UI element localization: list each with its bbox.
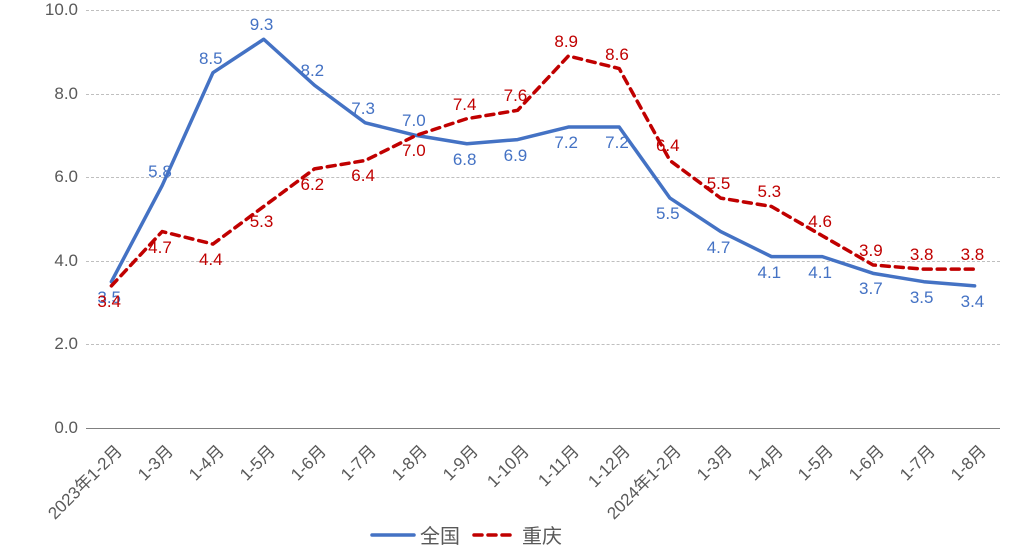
data-label: 8.9: [554, 32, 578, 52]
legend-label: 全国: [420, 520, 460, 549]
plot-area: 3.5 5.8 8.5 9.3 8.2 7.3 7.0 6.8 6.9 7.2 7.2 5.5 4.7 4…: [86, 10, 1000, 428]
x-tick-label: 1-6月: [842, 438, 889, 485]
data-label: 3.7: [859, 279, 883, 299]
y-tick-label: 10.0: [8, 0, 78, 20]
x-tick-label: 1-10月: [480, 438, 534, 492]
legend-swatch: [370, 528, 416, 542]
data-label: 7.0: [402, 111, 426, 131]
x-tick-label: 1-8月: [943, 438, 990, 485]
data-label: 6.9: [504, 146, 528, 166]
x-tick-label: 1-6月: [283, 438, 330, 485]
legend-label: 重庆: [522, 520, 562, 549]
data-label: 5.8: [148, 162, 172, 182]
data-label: 5.5: [656, 204, 680, 224]
chart-lines: [86, 10, 1000, 428]
x-tick-label: 1-11月: [531, 438, 584, 491]
legend-item: 重庆: [472, 520, 562, 549]
data-label: 8.5: [199, 49, 223, 69]
data-label: 6.4: [656, 136, 680, 156]
x-axis-labels: 2023年1-2月1-3月1-4月1-5月1-6月1-7月1-8月1-9月1-1…: [86, 438, 1000, 528]
x-tick-label: 2023年1-2月: [41, 438, 127, 524]
data-label: 5.3: [758, 182, 782, 202]
x-tick-label: 1-7月: [334, 438, 381, 485]
y-tick-label: 6.0: [8, 167, 78, 187]
y-tick-label: 8.0: [8, 84, 78, 104]
data-label: 7.6: [504, 86, 528, 106]
y-tick-label: 0.0: [8, 418, 78, 438]
legend-item: 全国: [370, 520, 460, 549]
x-tick-label: 1-3月: [689, 438, 736, 485]
data-label: 3.8: [910, 245, 934, 265]
data-label: 4.4: [199, 250, 223, 270]
x-tick-label: 1-8月: [385, 438, 432, 485]
x-tick-label: 1-4月: [740, 438, 787, 485]
x-tick-label: 1-5月: [791, 438, 838, 485]
data-label: 7.2: [554, 133, 578, 153]
y-tick-label: 4.0: [8, 251, 78, 271]
data-label: 4.1: [758, 263, 782, 283]
x-tick-label: 1-4月: [182, 438, 229, 485]
data-label: 6.2: [301, 175, 325, 195]
chart-root: 3.5 5.8 8.5 9.3 8.2 7.3 7.0 6.8 6.9 7.2 7.2 5.5 4.7 4…: [0, 0, 1024, 556]
data-label: 9.3: [250, 15, 274, 35]
data-label: 3.4: [961, 292, 985, 312]
data-label: 4.1: [808, 263, 832, 283]
y-tick-label: 2.0: [8, 334, 78, 354]
data-label: 7.0: [402, 141, 426, 161]
data-label: 4.7: [707, 238, 731, 258]
data-label: 6.4: [351, 166, 375, 186]
legend: 全国 重庆: [370, 520, 562, 549]
x-tick-label: 1-9月: [435, 438, 482, 485]
data-label: 3.8: [961, 245, 985, 265]
x-tick-label: 1-3月: [131, 438, 178, 485]
data-label: 5.5: [707, 174, 731, 194]
x-tick-label: 1-5月: [232, 438, 279, 485]
data-label: 5.3: [250, 212, 274, 232]
data-label: 4.6: [808, 212, 832, 232]
x-tick-label: 1-7月: [892, 438, 939, 485]
legend-swatch: [472, 528, 518, 542]
data-label: 3.5: [910, 288, 934, 308]
data-label: 8.6: [605, 45, 629, 65]
data-label: 7.4: [453, 95, 477, 115]
data-label: 3.4: [97, 292, 121, 312]
gridline: [86, 428, 1000, 429]
data-label: 6.8: [453, 150, 477, 170]
data-label: 4.7: [148, 238, 172, 258]
series-line-重庆: [111, 56, 974, 286]
data-label: 8.2: [301, 61, 325, 81]
data-label: 3.9: [859, 241, 883, 261]
data-label: 7.3: [351, 99, 375, 119]
data-label: 7.2: [605, 133, 629, 153]
